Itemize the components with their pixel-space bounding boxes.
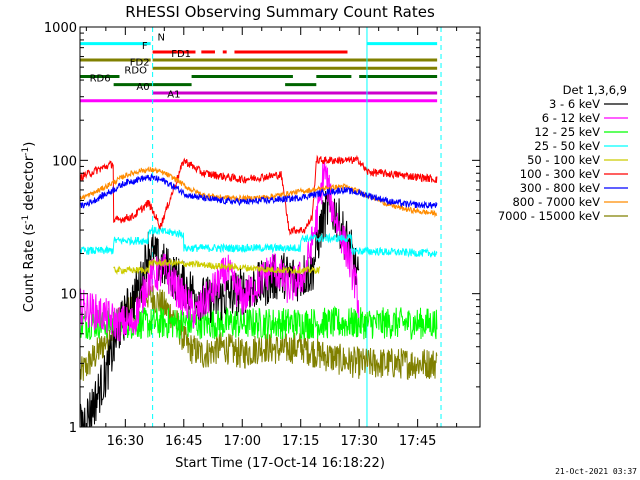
plot-frame xyxy=(79,26,481,428)
series-line-3 xyxy=(80,226,438,258)
y-tick-label: 100 xyxy=(52,154,77,169)
state-bar-label: A1 xyxy=(167,90,180,101)
y-axis-label-sup2: -1 xyxy=(21,147,31,156)
y-axis-label-close: ) xyxy=(22,142,37,147)
y-axis-label: Count Rate (s-1 detector-1) xyxy=(21,142,37,313)
legend-label: 3 - 6 keV xyxy=(549,97,600,111)
y-axis: 1 10 100 1000 xyxy=(44,21,480,436)
legend-label: 12 - 25 keV xyxy=(534,125,600,139)
series-line-6 xyxy=(80,172,438,210)
series-line-0 xyxy=(80,184,360,428)
legend-label: 100 - 300 keV xyxy=(520,167,600,181)
x-tick-label: 17:00 xyxy=(224,434,261,449)
series-line-5 xyxy=(80,154,438,236)
legend-label: 300 - 800 keV xyxy=(520,181,600,195)
legend-title: Det 1,3,6,9 xyxy=(563,83,627,97)
y-tick-label: 10 xyxy=(60,288,77,303)
x-tick-label: 16:45 xyxy=(165,434,202,449)
series-lines xyxy=(80,154,438,428)
y-tick-label: 1000 xyxy=(44,21,77,36)
x-tick-label: 17:30 xyxy=(340,434,377,449)
y-axis-label-main: Count Rate (s xyxy=(22,224,37,313)
legend-label: 800 - 7000 keV xyxy=(512,195,600,209)
vertical-markers xyxy=(152,27,442,427)
state-bar-label: A0 xyxy=(136,82,149,93)
x-axis-label: Start Time (17-Oct-14 16:18:22) xyxy=(175,456,385,471)
timestamp: 21-Oct-2021 03:37 xyxy=(555,467,637,476)
series-line-4 xyxy=(113,258,321,276)
x-axis: 16:30 16:45 17:00 17:15 17:30 17:45 xyxy=(85,27,458,449)
x-tick-label: 16:30 xyxy=(107,434,144,449)
state-bar-label: FD2 xyxy=(130,57,150,68)
legend-label: 25 - 50 keV xyxy=(534,139,600,153)
y-axis-label-sup: -1 xyxy=(21,215,31,224)
legend-label: 6 - 12 keV xyxy=(542,111,600,125)
y-tick-label: 1 xyxy=(69,421,77,436)
state-bar-label: N xyxy=(158,33,165,44)
series-line-1 xyxy=(80,157,360,342)
state-bar-label: FD1 xyxy=(171,49,191,60)
legend-label: 50 - 100 keV xyxy=(527,153,600,167)
x-tick-label: 17:45 xyxy=(399,434,436,449)
chart-title: RHESSI Observing Summary Count Rates xyxy=(125,3,435,21)
state-bar-label: RD6 xyxy=(90,74,111,85)
x-tick-label: 17:15 xyxy=(282,434,319,449)
state-bar-label: RDO xyxy=(124,66,147,77)
legend-label: 7000 - 15000 keV xyxy=(498,209,600,223)
state-bar-label: F xyxy=(142,41,148,52)
y-axis-label-mid: detector xyxy=(22,155,37,215)
series-line-2 xyxy=(80,305,438,341)
